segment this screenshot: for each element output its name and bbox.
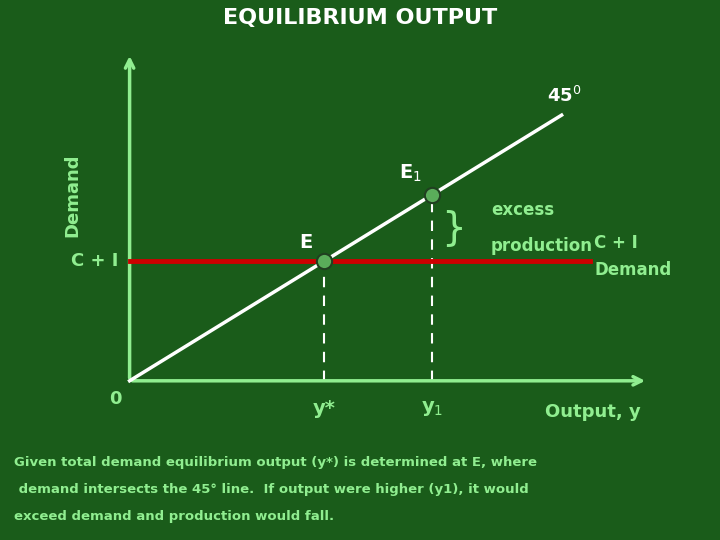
Text: }: } [441,209,465,247]
Text: C + I: C + I [594,234,638,252]
Text: exceed demand and production would fall.: exceed demand and production would fall. [14,510,335,523]
Text: C + I: C + I [71,252,119,270]
Text: demand intersects the 45° line.  If output were higher (y1), it would: demand intersects the 45° line. If outpu… [14,483,529,496]
Text: y$_1$: y$_1$ [421,399,443,417]
Text: y*: y* [312,399,336,417]
Text: Given total demand equilibrium output (y*) is determined at E, where: Given total demand equilibrium output (y… [14,456,537,469]
Text: 0: 0 [109,389,122,408]
Text: Demand: Demand [63,153,81,237]
Text: 45$^0$: 45$^0$ [547,86,582,106]
Text: E$_1$: E$_1$ [399,163,422,184]
Text: excess: excess [491,201,554,219]
Text: EQUILIBRIUM OUTPUT: EQUILIBRIUM OUTPUT [223,8,497,28]
Text: E: E [300,233,312,252]
Text: production: production [491,237,593,255]
Text: Output, y: Output, y [545,403,641,421]
Text: Demand: Demand [594,261,671,279]
